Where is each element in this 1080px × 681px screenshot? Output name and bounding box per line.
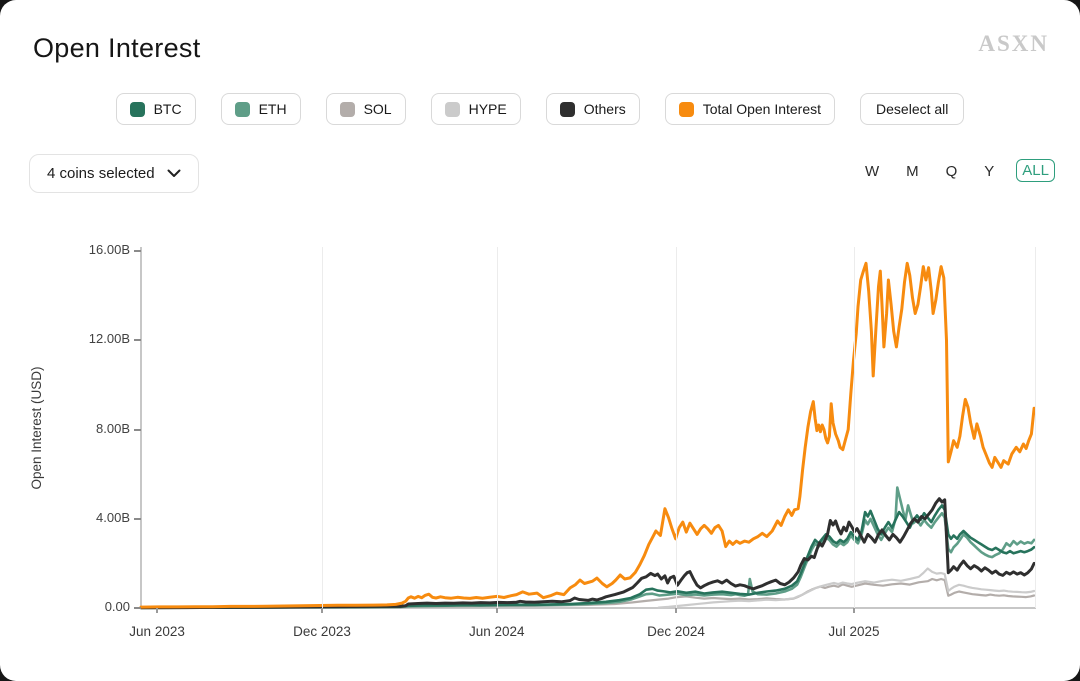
- controls-row: 4 coins selected W M Q Y ALL: [0, 154, 1080, 198]
- legend-toggle-hype[interactable]: HYPE: [430, 93, 521, 125]
- legend-label: ETH: [258, 101, 287, 117]
- deselect-all-label: Deselect all: [876, 101, 949, 117]
- x-tick-mark: [321, 608, 324, 613]
- x-tick-label: Dec 2024: [647, 624, 705, 639]
- range-button-y[interactable]: Y: [984, 163, 995, 180]
- y-tick-label: 12.00B: [88, 331, 130, 347]
- legend-swatch: [678, 101, 694, 117]
- legend-label: Total Open Interest: [702, 101, 822, 117]
- legend-swatch: [339, 101, 355, 117]
- y-tick-mark: [134, 607, 141, 609]
- y-tick-mark: [134, 428, 141, 431]
- asxn-logo: ASXN: [978, 31, 1049, 56]
- range-button-q[interactable]: Q: [945, 163, 958, 180]
- x-tick-label: Dec 2023: [293, 624, 351, 639]
- y-tick-mark: [134, 250, 141, 252]
- range-button-m[interactable]: M: [906, 163, 919, 180]
- line-hype: [657, 567, 1036, 609]
- legend-row: BTC ETH SOL HYPE Others Total Open Interest De…: [0, 93, 1080, 125]
- legend-label: BTC: [153, 101, 182, 117]
- coin-selector-dropdown[interactable]: 4 coins selected: [29, 154, 199, 193]
- x-tick-mark: [156, 608, 159, 613]
- range-button-w[interactable]: W: [864, 163, 880, 180]
- x-axis-line: [140, 607, 1036, 609]
- line-others: [139, 497, 1036, 610]
- line-btc: [139, 504, 1036, 610]
- x-tick-mark: [675, 608, 678, 613]
- chart-plot[interactable]: [139, 244, 1036, 610]
- legend-swatch: [129, 101, 145, 117]
- legend-label: HYPE: [468, 101, 507, 117]
- vertical-gridline: [853, 247, 855, 608]
- y-tick-label: 8.00B: [96, 420, 130, 436]
- deselect-all-button[interactable]: Deselect all: [860, 93, 965, 125]
- range-button-all[interactable]: ALL: [1016, 159, 1055, 182]
- legend-toggle-others[interactable]: Others: [545, 93, 640, 125]
- page-title: Open Interest: [33, 33, 201, 63]
- legend-swatch: [444, 101, 460, 117]
- y-axis-line: [140, 247, 142, 608]
- x-tick-label: Jun 2023: [129, 624, 185, 639]
- x-tick-mark: [495, 608, 498, 613]
- chevron-down-icon: [167, 169, 181, 178]
- coin-selector-label: 4 coins selected: [47, 165, 155, 182]
- y-tick-label: 0.00: [104, 599, 130, 614]
- line-total-open-interest: [139, 261, 1036, 609]
- y-axis-label: Open Interest (USD): [29, 366, 44, 490]
- line-sol: [139, 577, 1036, 609]
- legend-toggle-sol[interactable]: SOL: [325, 93, 406, 125]
- vertical-gridline: [676, 247, 678, 608]
- x-tick-mark: [852, 608, 855, 613]
- x-tick-label: Jul 2025: [828, 624, 880, 639]
- time-range-selector: W M Q Y ALL: [864, 159, 1055, 182]
- legend-label: SOL: [363, 101, 392, 117]
- legend-toggle-eth[interactable]: ETH: [220, 93, 301, 125]
- x-tick-label: Jun 2024: [469, 624, 525, 639]
- y-tick-label: 16.00B: [88, 242, 130, 257]
- legend-swatch: [559, 101, 575, 117]
- line-eth: [139, 486, 1036, 610]
- legend-label: Others: [583, 101, 626, 117]
- y-tick-label: 4.00B: [96, 509, 130, 525]
- vertical-gridline: [496, 247, 498, 608]
- y-tick-mark: [134, 517, 141, 520]
- plot-right-border: [1035, 247, 1036, 608]
- legend-toggle-btc[interactable]: BTC: [115, 93, 196, 125]
- vertical-gridline: [322, 247, 324, 608]
- y-tick-mark: [134, 339, 141, 342]
- legend-swatch: [234, 101, 250, 117]
- legend-toggle-total-open-interest[interactable]: Total Open Interest: [664, 93, 836, 125]
